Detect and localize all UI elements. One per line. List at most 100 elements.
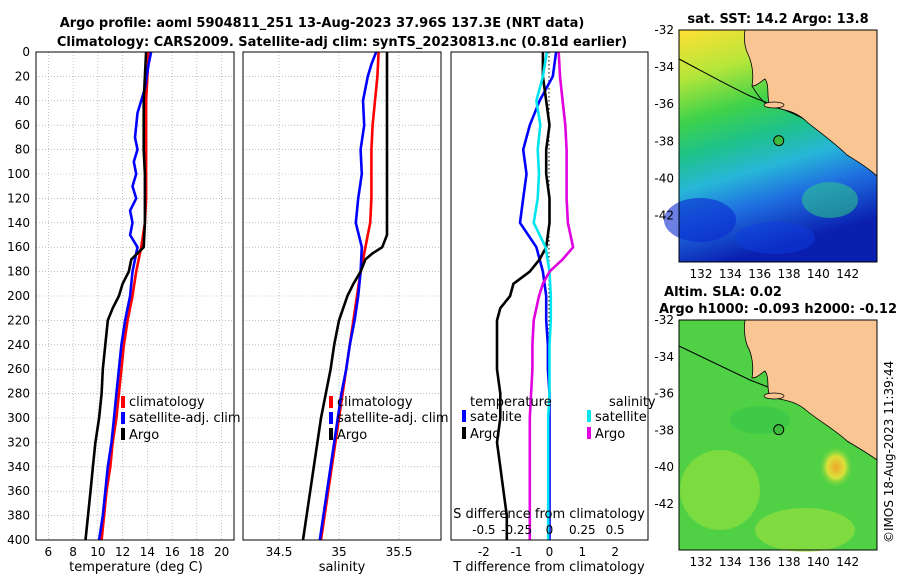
top-x-tick-label: -0.5 xyxy=(472,523,495,537)
lon-tick-label: 136 xyxy=(748,555,771,569)
x-tick-label: 1 xyxy=(579,545,587,559)
sla-land xyxy=(744,319,878,461)
y-tick-label: 340 xyxy=(7,460,30,474)
argo-position-marker xyxy=(773,135,785,147)
legend-swatch-climatology xyxy=(329,396,333,408)
temperature-lines xyxy=(84,51,153,541)
x-tick-label: 12 xyxy=(115,545,130,559)
legend-swatch-sal-argo xyxy=(587,427,591,439)
lat-tick-label: -38 xyxy=(654,134,674,148)
sla-field-patch xyxy=(680,450,760,530)
y-tick-label: 280 xyxy=(7,387,30,401)
series-line-argo xyxy=(84,51,148,541)
salinity-axes-box xyxy=(242,51,442,541)
x-tick-label: 16 xyxy=(164,545,179,559)
difference-xlabel: T difference from climatology xyxy=(452,560,645,575)
temperature-grid xyxy=(36,51,234,541)
salinity-legend: climatology satellite-adj. clim Argo xyxy=(329,395,449,443)
top-x-tick-label: 0.5 xyxy=(606,523,625,537)
x-tick-label: 6 xyxy=(45,545,53,559)
lat-tick-label: -40 xyxy=(654,171,674,185)
sla-field-patch xyxy=(755,508,855,552)
temperature-xlabel: temperature (deg C) xyxy=(69,560,203,575)
legend-swatch-satellite xyxy=(121,412,125,424)
x-tick-label: -2 xyxy=(478,545,490,559)
difference-legend-salinity: salinity satellite Argo xyxy=(587,395,656,442)
difference-top-xlabel: S difference from climatology xyxy=(453,507,645,522)
difference-lines xyxy=(495,51,575,540)
lat-tick-label: -32 xyxy=(654,313,674,327)
lat-tick-label: -40 xyxy=(654,460,674,474)
x-tick-label: 8 xyxy=(69,545,77,559)
x-tick-label: 20 xyxy=(214,545,229,559)
salinity-xlabel: salinity xyxy=(319,560,366,575)
lat-tick-label: -38 xyxy=(654,423,674,437)
temperature-tick-labels: 6 8 10 12 14 16 18 2002040608010012014016018020… xyxy=(7,45,229,559)
legend-label-climatology: climatology xyxy=(129,395,205,410)
series-line-argo xyxy=(301,52,389,541)
top-x-tick-label: 0.25 xyxy=(569,523,596,537)
y-tick-label: 180 xyxy=(7,265,30,279)
legend-swatch-argo xyxy=(121,428,125,440)
temperature-legend: climatology satellite-adj. clim Argo xyxy=(121,395,241,443)
salinity-grid xyxy=(243,51,441,541)
lon-tick-label: 134 xyxy=(719,555,742,569)
y-tick-label: 400 xyxy=(7,533,30,547)
legend-title-temperature: temperature xyxy=(470,395,552,410)
lat-tick-label: -42 xyxy=(654,497,674,511)
legend-swatch-satellite xyxy=(329,412,333,424)
y-tick-label: 260 xyxy=(7,362,30,376)
lon-tick-label: 132 xyxy=(690,555,713,569)
series-line-salinity-satellite xyxy=(532,51,553,540)
y-tick-label: 140 xyxy=(7,216,30,230)
y-tick-label: 360 xyxy=(7,484,30,498)
difference-tick-labels: -2 -1 0 1 2 -0.5 -0.25 0 0.25 0.5 xyxy=(472,523,625,559)
sla-high-patch xyxy=(818,445,854,489)
figure-title-line2: Climatology: CARS2009. Satellite-adj cli… xyxy=(57,35,627,50)
salinity-tick-labels: 34.5 35 35.5 xyxy=(266,545,413,559)
series-line-satellite-adj-clim xyxy=(318,51,378,541)
y-tick-label: 20 xyxy=(15,69,30,83)
lon-tick-label: 140 xyxy=(807,555,830,569)
y-tick-label: 100 xyxy=(7,167,30,181)
x-tick-label: 35 xyxy=(331,545,346,559)
sla-map-subtitle: Argo h1000: -0.093 h2000: -0.12 xyxy=(659,302,897,317)
sst-map-frame xyxy=(678,29,878,263)
x-tick-label: -1 xyxy=(511,545,523,559)
y-tick-label: 320 xyxy=(7,435,30,449)
top-x-tick-label: 0 xyxy=(546,523,554,537)
sla-map-frame xyxy=(678,319,878,551)
sst-warm-patch xyxy=(802,182,858,218)
legend-swatch-climatology xyxy=(121,396,125,408)
lon-tick-label: 140 xyxy=(807,267,830,281)
imos-credit: ©IMOS 18-Aug-2023 11:39:44 xyxy=(882,361,896,543)
lon-tick-label: 136 xyxy=(748,267,771,281)
sla-tick-labels: 132 134 136 138 140 142 -32 -34 -36 -38 -40 -42 xyxy=(654,313,859,569)
legend-label-argo: Argo xyxy=(337,428,367,443)
y-tick-label: 300 xyxy=(7,411,30,425)
x-tick-label: 35.5 xyxy=(386,545,413,559)
lat-tick-label: -42 xyxy=(654,209,674,223)
sst-tick-labels: 132 134 136 138 140 142 -32 -34 -36 -38 -40 -42 xyxy=(654,23,859,281)
legend-swatch-argo xyxy=(329,428,333,440)
x-tick-label: 34.5 xyxy=(266,545,293,559)
legend-label-climatology: climatology xyxy=(337,395,413,410)
legend-swatch-sal-satellite xyxy=(587,410,591,422)
y-tick-label: 220 xyxy=(7,313,30,327)
sst-cold-patch xyxy=(735,222,815,254)
difference-axes-box xyxy=(450,51,649,541)
series-line-satellite-adj-clim xyxy=(97,51,153,541)
x-tick-label: 2 xyxy=(611,545,619,559)
y-tick-label: 380 xyxy=(7,509,30,523)
lat-tick-label: -34 xyxy=(654,350,674,364)
y-tick-label: 80 xyxy=(15,143,30,157)
sst-map-title: sat. SST: 14.2 Argo: 13.8 xyxy=(687,12,868,27)
y-tick-label: 0 xyxy=(22,45,30,59)
figure-title-line1: Argo profile: aoml 5904811_251 13-Aug-20… xyxy=(60,16,585,31)
legend-swatch-temp-argo xyxy=(462,427,466,439)
temperature-panel: 6 8 10 12 14 16 18 2002040608010012014016018020… xyxy=(7,45,241,575)
series-line-climatology xyxy=(100,51,150,541)
sst-land xyxy=(744,29,878,177)
lon-tick-label: 134 xyxy=(719,267,742,281)
x-tick-label: 14 xyxy=(140,545,155,559)
